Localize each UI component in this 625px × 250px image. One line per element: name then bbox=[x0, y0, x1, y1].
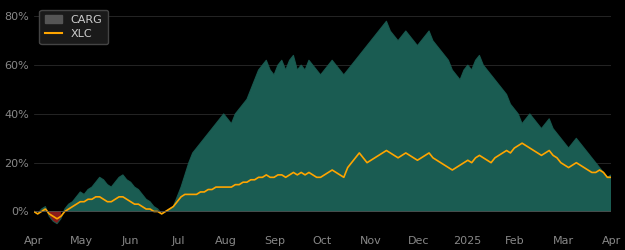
Legend: CARG, XLC: CARG, XLC bbox=[39, 10, 107, 44]
